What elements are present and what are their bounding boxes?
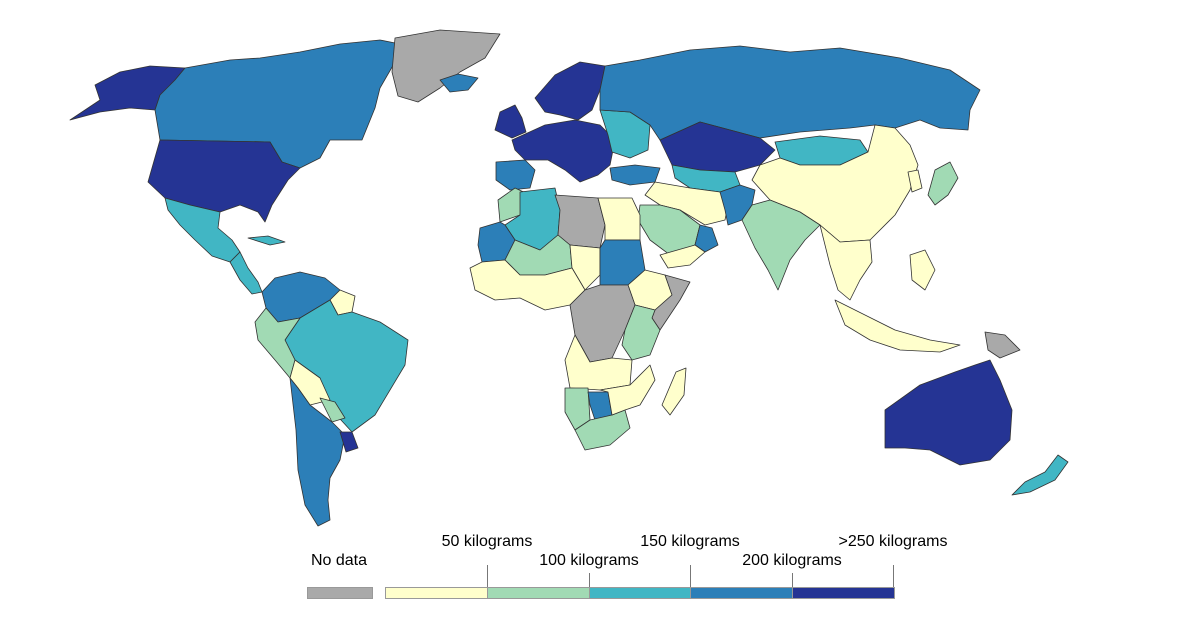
region-oman[interactable] bbox=[694, 224, 719, 253]
legend-tick bbox=[792, 573, 793, 587]
legend-threshold-label: >250 kilograms bbox=[838, 533, 948, 550]
region-paraguay[interactable] bbox=[319, 397, 346, 423]
region-canada[interactable] bbox=[154, 39, 411, 169]
legend-threshold-label: 200 kilograms bbox=[742, 552, 842, 569]
region-southeast-asia[interactable] bbox=[819, 224, 873, 301]
legend-bin-swatch bbox=[691, 588, 794, 598]
region-south-africa[interactable] bbox=[574, 409, 631, 451]
legend-tick bbox=[589, 573, 590, 587]
region-kenya-tanzania[interactable] bbox=[621, 304, 661, 361]
legend-threshold-label: 100 kilograms bbox=[539, 552, 639, 569]
region-iberia[interactable] bbox=[495, 159, 536, 191]
region-scandinavia[interactable] bbox=[534, 61, 606, 121]
legend-no-data-label: No data bbox=[310, 552, 368, 569]
legend-bin-swatch bbox=[589, 588, 692, 598]
legend-color-bar bbox=[385, 587, 895, 599]
legend-bin-swatch bbox=[386, 588, 488, 598]
legend-threshold-label: 150 kilograms bbox=[640, 533, 740, 550]
region-japan[interactable] bbox=[927, 161, 959, 206]
legend-no-data-swatch bbox=[307, 587, 373, 599]
region-russia[interactable] bbox=[599, 45, 981, 141]
region-mozambique[interactable] bbox=[599, 364, 656, 416]
countries-layer bbox=[69, 29, 1069, 527]
legend-tick bbox=[487, 565, 488, 587]
region-iran-middle-east[interactable] bbox=[644, 181, 729, 226]
region-philippines[interactable] bbox=[909, 249, 936, 291]
region-egypt[interactable] bbox=[597, 197, 641, 241]
region-india[interactable] bbox=[741, 199, 821, 291]
legend-bin-swatch bbox=[793, 588, 894, 598]
region-chad[interactable] bbox=[569, 244, 601, 291]
region-greenland[interactable] bbox=[391, 29, 501, 103]
region-indonesia[interactable] bbox=[834, 299, 961, 353]
legend-tick bbox=[893, 565, 894, 587]
region-argentina-chile[interactable] bbox=[289, 377, 346, 527]
region-iceland[interactable] bbox=[439, 73, 479, 93]
region-australia[interactable] bbox=[884, 359, 1013, 466]
region-uruguay[interactable] bbox=[339, 431, 359, 453]
region-new-zealand[interactable] bbox=[1011, 454, 1069, 496]
legend-bin-swatch bbox=[487, 588, 590, 598]
region-cuba[interactable] bbox=[247, 235, 286, 246]
region-turkey[interactable] bbox=[609, 164, 661, 186]
region-central-america[interactable] bbox=[229, 251, 263, 295]
legend-threshold-label: 50 kilograms bbox=[441, 533, 533, 550]
region-papua-new-guinea[interactable] bbox=[984, 331, 1021, 359]
region-uk-ireland[interactable] bbox=[494, 104, 527, 139]
region-yemen[interactable] bbox=[659, 244, 706, 269]
region-korea[interactable] bbox=[907, 169, 923, 193]
region-madagascar[interactable] bbox=[661, 367, 687, 416]
legend-tick bbox=[690, 565, 691, 587]
